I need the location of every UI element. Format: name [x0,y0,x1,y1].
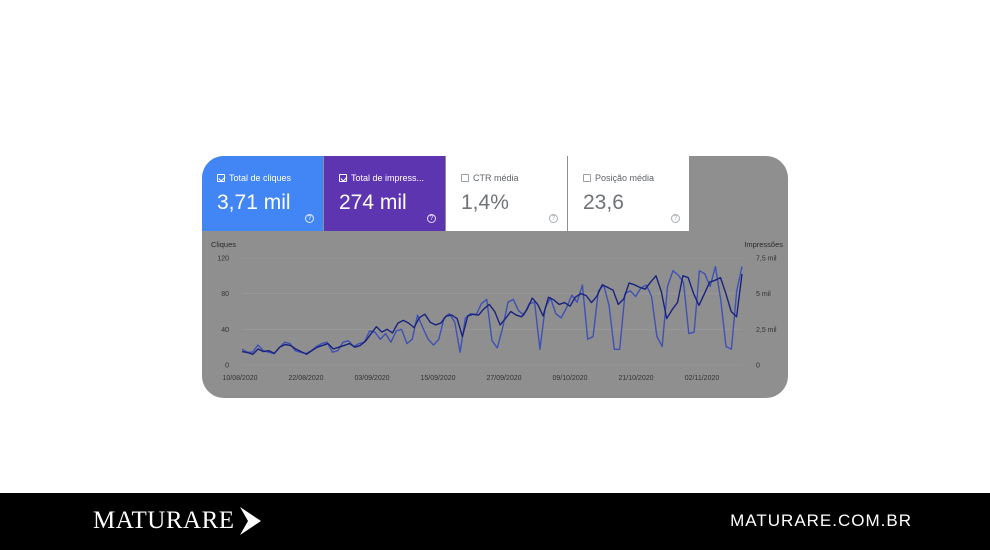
series-line-impressions [241,265,743,355]
metric-label: Total de cliques [229,173,292,183]
metric-label-row: Total de cliques [217,173,323,183]
x-tick-label: 27/09/2020 [486,375,521,382]
help-icon[interactable]: ? [549,214,558,223]
footer-bar: MATURARE MATURARE.COM.BR [0,493,990,550]
arrow-chevron-icon [239,507,261,535]
metric-label-row: Total de impress... [339,173,445,183]
x-axis-ticks: 10/08/2020 22/08/2020 03/09/2020 15/09/2020… [222,375,719,382]
y-left-tick-label: 40 [221,327,229,334]
metric-card-total-clicks[interactable]: Total de cliques 3,71 mil ? [202,156,323,231]
site-url-link[interactable]: MATURARE.COM.BR [730,511,912,530]
checkbox-checked-icon[interactable] [339,174,347,182]
metric-card-average-position[interactable]: Posição média 23,6 ? [568,156,689,231]
logo-text: MATURARE [93,507,235,534]
y-left-axis-label: Cliques [211,240,236,249]
help-icon[interactable]: ? [305,214,314,223]
metric-label-row: CTR média [461,173,567,183]
search-console-performance-card: Total de cliques 3,71 mil ? Total de imp… [202,156,788,398]
y-left-tick-label: 80 [221,291,229,298]
x-tick-label: 02/11/2020 [685,375,720,382]
chart-gridlines [242,257,742,366]
y-right-ticks: 7,5 mil 5 mil 2,5 mil 0 [756,256,777,370]
chart-series [241,265,743,356]
checkbox-checked-icon[interactable] [217,174,225,182]
x-tick-label: 21/10/2020 [618,375,653,382]
help-icon[interactable]: ? [671,214,680,223]
metric-tabs: Total de cliques 3,71 mil ? Total de imp… [202,156,689,231]
y-right-tick-label: 5 mil [756,291,771,298]
x-tick-label: 03/09/2020 [354,375,389,382]
x-tick-label: 15/09/2020 [420,375,455,382]
y-right-tick-label: 7,5 mil [756,256,777,263]
checkbox-unchecked-icon[interactable] [583,174,591,182]
metric-value: 23,6 [583,191,624,214]
x-tick-label: 10/08/2020 [222,375,257,382]
x-tick-label: 22/08/2020 [288,375,323,382]
metric-card-average-ctr[interactable]: CTR média 1,4% ? [446,156,567,231]
checkbox-unchecked-icon[interactable] [461,174,469,182]
metric-label: Total de impress... [351,173,425,183]
help-icon[interactable]: ? [427,214,436,223]
y-right-tick-label: 0 [756,363,760,370]
metric-label: CTR média [473,173,519,183]
metric-card-total-impressions[interactable]: Total de impress... 274 mil ? [324,156,445,231]
maturare-logo[interactable]: MATURARE [93,506,263,536]
metric-value: 274 mil [339,191,407,214]
x-tick-label: 09/10/2020 [552,375,587,382]
y-right-tick-label: 2,5 mil [756,327,777,334]
metric-label-row: Posição média [583,173,689,183]
y-left-ticks: 120 80 40 0 [217,256,229,370]
metric-value: 3,71 mil [217,191,291,214]
series-line-clicks [241,273,743,356]
performance-line-chart: Cliques Impressões 120 80 40 0 7,5 mil 5 mil… [211,240,783,382]
y-right-axis-label: Impressões [744,240,783,249]
y-left-tick-label: 0 [225,363,229,370]
metric-value: 1,4% [461,191,509,214]
y-left-tick-label: 120 [217,256,229,263]
metric-label: Posição média [595,173,655,183]
